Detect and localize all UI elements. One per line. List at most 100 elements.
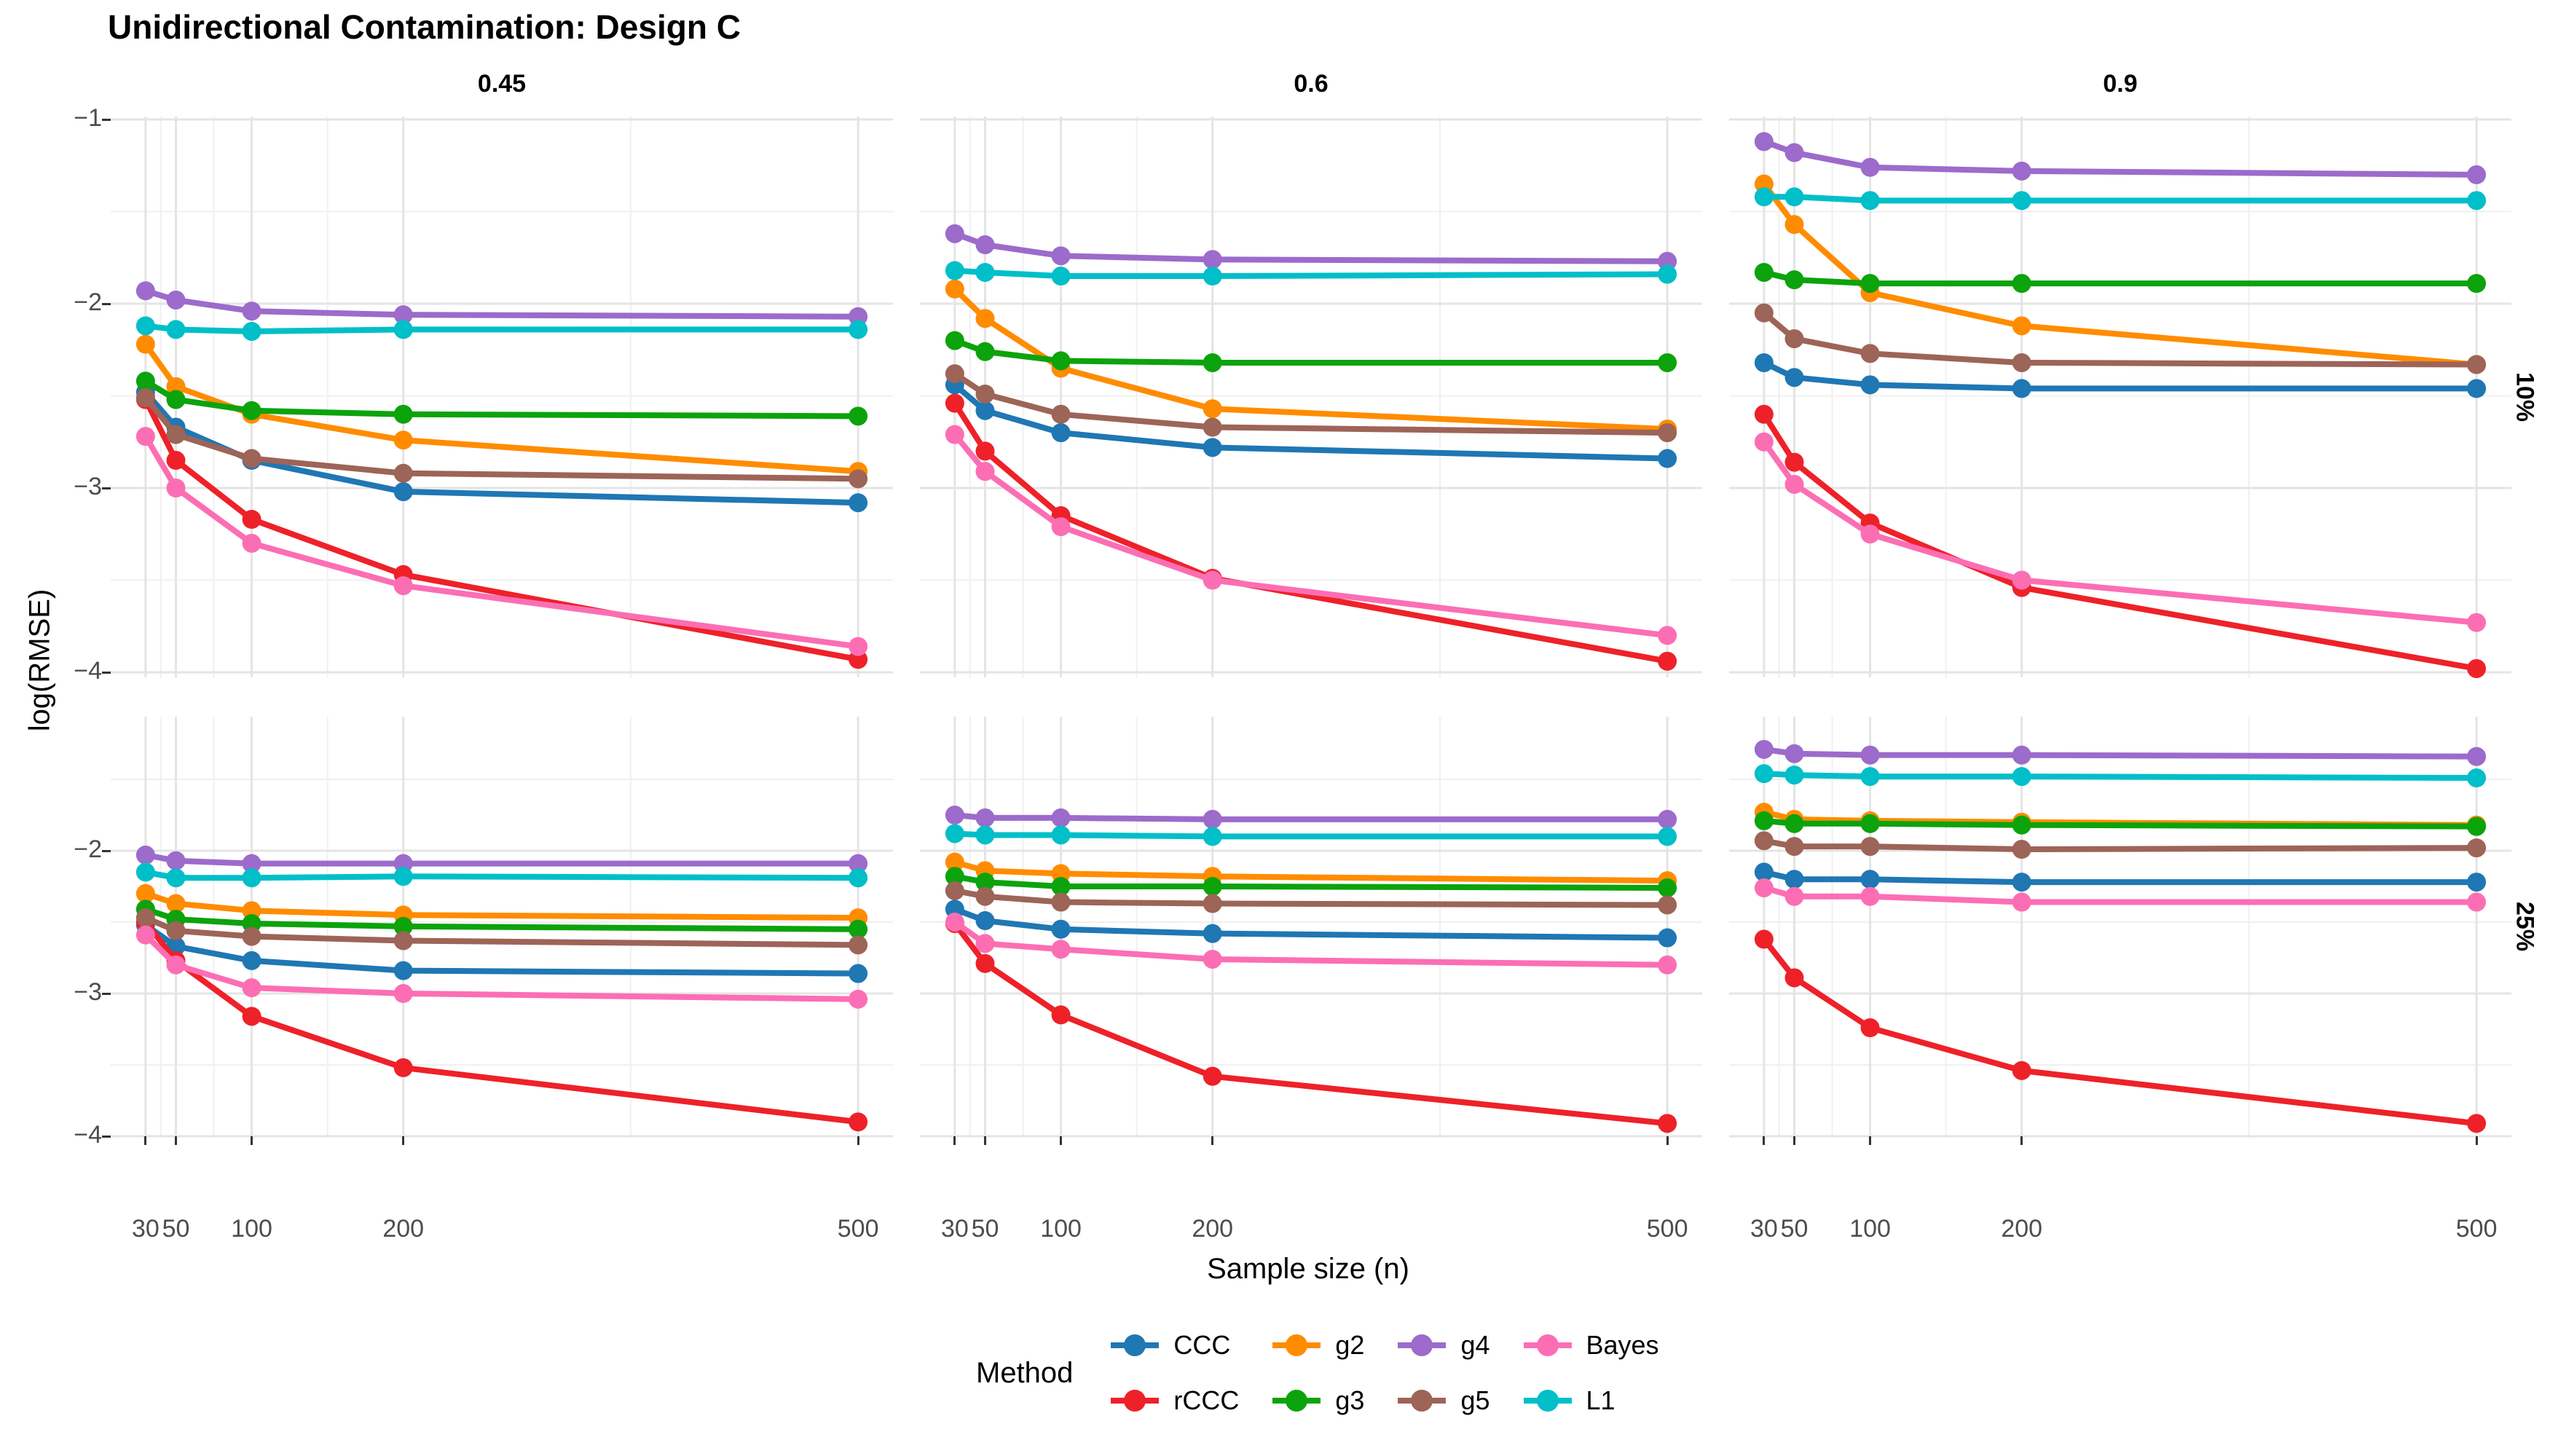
data-point-g4 (1754, 132, 1774, 151)
x-axis-title: Sample size (n) (1207, 1253, 1409, 1285)
data-point-rCCC (849, 1112, 868, 1132)
data-point-L1 (1784, 187, 1804, 207)
data-point-g3 (1754, 262, 1774, 282)
data-point-g5 (393, 463, 413, 483)
data-point-g3 (945, 867, 964, 886)
data-point-L1 (945, 261, 964, 280)
data-point-g4 (1051, 246, 1071, 266)
facet-panel-0.45-25% (111, 717, 893, 1138)
data-point-Bayes (393, 984, 413, 1003)
data-point-L1 (166, 868, 186, 888)
legend-item-rccc: rCCC (1111, 1385, 1239, 1416)
data-point-g2 (166, 894, 186, 913)
x-tick-label: 500 (1646, 1215, 1688, 1243)
y-axis-tick (102, 849, 111, 852)
legend-item-g3: g3 (1272, 1385, 1364, 1416)
data-point-CCC (1051, 919, 1071, 939)
data-point-rCCC (1658, 651, 1677, 671)
data-point-L1 (1051, 825, 1071, 845)
x-tick-label: 200 (382, 1215, 425, 1243)
x-axis-tick (1060, 1136, 1063, 1145)
data-point-g2 (945, 852, 964, 872)
legend-item-bayes: Bayes (1523, 1330, 1659, 1361)
data-point-g3 (975, 342, 995, 361)
facet-panel-0.9-10% (1729, 117, 2511, 678)
x-axis-tick (251, 1136, 253, 1145)
data-point-g2 (1784, 215, 1804, 235)
data-point-CCC (1051, 423, 1071, 443)
data-point-L1 (1658, 264, 1677, 284)
y-axis-tick (102, 671, 111, 674)
data-point-L1 (1754, 764, 1774, 784)
x-tick-label: 100 (1849, 1215, 1891, 1243)
y-tick-label: −2 (74, 835, 102, 863)
data-point-Bayes (1203, 949, 1222, 969)
data-point-g3 (975, 873, 995, 892)
data-point-g4 (135, 281, 155, 301)
x-axis-tick (175, 1136, 177, 1145)
data-point-g4 (393, 305, 413, 325)
y-tick-label: −3 (74, 978, 102, 1006)
data-point-rCCC (1784, 968, 1804, 988)
data-point-L1 (945, 824, 964, 843)
data-point-CCC (1860, 870, 1880, 889)
data-point-rCCC (242, 510, 261, 530)
facet-strip-col-0.6: 0.6 (1294, 70, 1329, 98)
data-point-g3 (2012, 815, 2031, 835)
x-tick-label: 30 (1750, 1215, 1778, 1243)
legend-key-g2-icon (1272, 1333, 1321, 1358)
data-point-Bayes (166, 955, 186, 975)
legend-key-g5-icon (1398, 1388, 1447, 1413)
data-point-L1 (1754, 187, 1774, 207)
legend-item-ccc: CCC (1111, 1330, 1239, 1361)
data-point-L1 (135, 316, 155, 336)
data-point-rCCC (2467, 658, 2487, 678)
data-point-g4 (1658, 809, 1677, 829)
x-axis-tick (984, 1136, 986, 1145)
data-point-g5 (1860, 344, 1880, 363)
data-point-rCCC (945, 393, 964, 413)
facet-strip-row-10pct: 10% (2511, 371, 2539, 422)
data-point-g5 (242, 926, 261, 946)
data-point-g3 (945, 331, 964, 350)
data-point-g5 (1658, 423, 1677, 443)
data-point-g5 (1784, 329, 1804, 349)
data-point-Bayes (1754, 878, 1774, 897)
data-point-g4 (242, 854, 261, 873)
data-point-Bayes (242, 978, 261, 998)
facet-strip-row-25pct: 25% (2511, 901, 2539, 952)
data-point-CCC (849, 493, 868, 513)
legend-label: g2 (1335, 1330, 1365, 1360)
legend: Method CCC rCCC g2 g3 g4 (976, 1330, 1659, 1416)
y-axis-tick (102, 1135, 111, 1138)
x-tick-label: 50 (1780, 1215, 1809, 1243)
data-point-g4 (166, 851, 186, 870)
data-point-Bayes (1860, 524, 1880, 544)
data-point-g5 (2012, 840, 2031, 859)
legend-key-l1-icon (1523, 1388, 1572, 1413)
legend-key-ccc-icon (1111, 1333, 1160, 1358)
data-point-g5 (2467, 355, 2487, 374)
legend-item-g2: g2 (1272, 1330, 1364, 1361)
data-point-CCC (2467, 379, 2487, 398)
legend-key-bayes-icon (1523, 1333, 1572, 1358)
data-point-Bayes (849, 637, 868, 656)
data-point-CCC (975, 401, 995, 420)
data-point-g3 (393, 404, 413, 424)
data-point-rCCC (1860, 1018, 1880, 1038)
y-tick-label: −3 (74, 473, 102, 500)
data-point-CCC (849, 964, 868, 983)
data-point-L1 (2467, 768, 2487, 788)
data-point-g3 (1754, 811, 1774, 830)
data-point-g5 (242, 449, 261, 468)
data-point-L1 (975, 825, 995, 845)
data-point-Bayes (1784, 886, 1804, 906)
data-point-g5 (849, 469, 868, 489)
data-point-CCC (242, 951, 261, 970)
data-point-L1 (1860, 191, 1880, 210)
x-axis-tick (1793, 1136, 1795, 1145)
facet-strip-col-0.45: 0.45 (477, 70, 527, 98)
data-point-CCC (2467, 873, 2487, 892)
x-tick-label: 500 (837, 1215, 879, 1243)
